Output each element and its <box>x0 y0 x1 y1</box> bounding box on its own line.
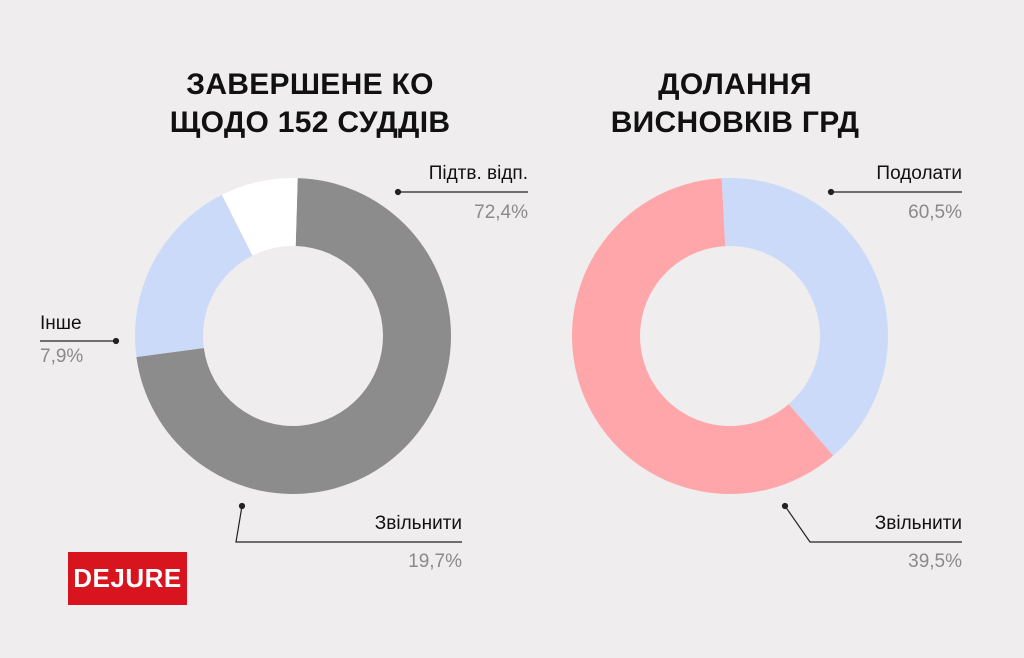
chart-title-right-line-2: ВИСНОВКІВ ГРД <box>610 106 860 139</box>
slice-value-overcome: 60,5% <box>908 202 962 223</box>
leader-dot-dismiss-left <box>238 502 246 510</box>
leader-dot-dismiss-right <box>781 502 789 510</box>
slice-label-dismiss-left: Звільнити <box>374 513 462 534</box>
leader-dot-confirmed <box>394 188 402 196</box>
leader-lines-right <box>781 188 962 543</box>
chart-title-right-line-1: ДОЛАННЯ <box>658 68 812 101</box>
chart-title-left-line-1: ЗАВЕРШЕНЕ КО <box>186 68 434 101</box>
slice-confirmed <box>136 178 451 494</box>
slice-value-confirmed: 72,4% <box>474 202 528 223</box>
right-donut-chart <box>572 178 889 494</box>
chart-title-left-line-2: ЩОДО 152 СУДДІВ <box>169 106 451 139</box>
leader-line-dismiss-right <box>784 505 962 543</box>
chart-title-right: ДОЛАННЯ ВИСНОВКІВ ГРД <box>575 66 895 142</box>
chart-title-left: ЗАВЕРШЕНЕ КО ЩОДО 152 СУДДІВ <box>145 66 475 142</box>
slice-value-dismiss-left: 19,7% <box>408 551 462 572</box>
slice-label-overcome: Подолати <box>876 163 962 184</box>
slice-other <box>221 178 298 256</box>
slice-overcome <box>572 178 834 494</box>
slice-label-other: Інше <box>40 313 82 334</box>
dejure-logo: DEJURE <box>68 552 187 605</box>
slice-dismiss-left <box>135 194 253 358</box>
leader-dot-overcome <box>827 188 835 196</box>
slice-value-dismiss-right: 39,5% <box>908 551 962 572</box>
leader-line-dismiss-left <box>235 505 462 543</box>
slice-label-confirmed: Підтв. відп. <box>428 163 528 184</box>
slice-dismiss-right <box>721 178 889 456</box>
leader-dot-other <box>112 337 120 345</box>
slice-label-dismiss-right: Звільнити <box>874 513 962 534</box>
left-donut-chart <box>135 178 451 494</box>
leader-lines-left <box>40 188 528 543</box>
slice-value-other: 7,9% <box>40 346 84 367</box>
